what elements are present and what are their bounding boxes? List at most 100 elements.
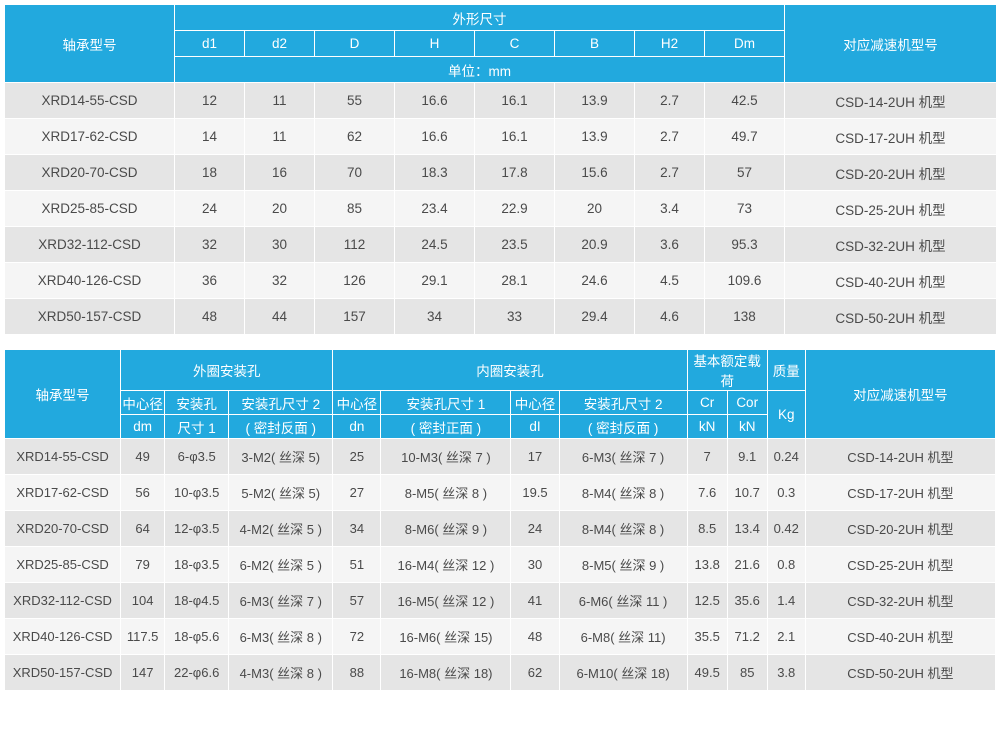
- cell: 6-M6( 丝深 11 ): [559, 583, 687, 619]
- cell: 0.24: [767, 439, 805, 475]
- cell: 8-M4( 丝深 8 ): [559, 511, 687, 547]
- table-row: XRD32-112-CSD10418-φ4.56-M3( 丝深 7 )5716-…: [5, 583, 996, 619]
- cell: 48: [511, 619, 559, 655]
- t1-h-model: 轴承型号: [5, 5, 175, 83]
- cell: 8-M5( 丝深 9 ): [559, 547, 687, 583]
- cell: 41: [511, 583, 559, 619]
- cell: XRD50-157-CSD: [5, 299, 175, 335]
- cell: 126: [315, 263, 395, 299]
- t2-col-kn1: kN: [687, 415, 727, 439]
- t2-col-kn2: kN: [727, 415, 767, 439]
- cell: 19.5: [511, 475, 559, 511]
- table-row: XRD20-70-CSD6412-φ3.54-M2( 丝深 5 )348-M6(…: [5, 511, 996, 547]
- cell: 8-M5( 丝深 8 ): [381, 475, 511, 511]
- cell: CSD-14-2UH 机型: [805, 439, 995, 475]
- cell: CSD-32-2UH 机型: [805, 583, 995, 619]
- cell: 2.7: [635, 119, 705, 155]
- cell: 18-φ4.5: [165, 583, 229, 619]
- cell: 20: [245, 191, 315, 227]
- cell: 25: [333, 439, 381, 475]
- cell: 6-M8( 丝深 11): [559, 619, 687, 655]
- table-row: XRD50-157-CSD4844157343329.44.6138CSD-50…: [5, 299, 997, 335]
- cell: 8.5: [687, 511, 727, 547]
- cell: 6-M3( 丝深 7 ): [559, 439, 687, 475]
- cell: 14: [175, 119, 245, 155]
- cell: 49: [121, 439, 165, 475]
- cell: 0.42: [767, 511, 805, 547]
- t2-col-s2b: ( 密封反面 ): [229, 415, 333, 439]
- cell: 10-φ3.5: [165, 475, 229, 511]
- t1-col-B: B: [555, 31, 635, 57]
- cell: 24.5: [395, 227, 475, 263]
- cell: 16.6: [395, 119, 475, 155]
- cell: 16.1: [475, 119, 555, 155]
- cell: 20.9: [555, 227, 635, 263]
- t2-col-cor: Cor: [727, 391, 767, 415]
- cell: 22-φ6.6: [165, 655, 229, 691]
- cell: 16.6: [395, 83, 475, 119]
- cell: 24: [511, 511, 559, 547]
- cell: 12.5: [687, 583, 727, 619]
- cell: 18-φ5.6: [165, 619, 229, 655]
- cell: CSD-40-2UH 机型: [805, 619, 995, 655]
- t2-col-i2a: 安装孔尺寸 2: [559, 391, 687, 415]
- cell: 16-M4( 丝深 12 ): [381, 547, 511, 583]
- cell: XRD17-62-CSD: [5, 119, 175, 155]
- cell: 12: [175, 83, 245, 119]
- cell: 157: [315, 299, 395, 335]
- cell: XRD20-70-CSD: [5, 511, 121, 547]
- cell: 34: [395, 299, 475, 335]
- cell: CSD-25-2UH 机型: [805, 547, 995, 583]
- cell: 49.5: [687, 655, 727, 691]
- cell: CSD-17-2UH 机型: [785, 119, 997, 155]
- table-row: XRD40-126-CSD117.518-φ5.66-M3( 丝深 8 )721…: [5, 619, 996, 655]
- cell: 18-φ3.5: [165, 547, 229, 583]
- t1-col-C: C: [475, 31, 555, 57]
- cell: 117.5: [121, 619, 165, 655]
- cell: 7.6: [687, 475, 727, 511]
- cell: XRD32-112-CSD: [5, 227, 175, 263]
- cell: 70: [315, 155, 395, 191]
- cell: 7: [687, 439, 727, 475]
- cell: 35.5: [687, 619, 727, 655]
- cell: 64: [121, 511, 165, 547]
- table-row: XRD50-157-CSD14722-φ6.64-M3( 丝深 8 )8816-…: [5, 655, 996, 691]
- cell: 0.3: [767, 475, 805, 511]
- cell: 8-M4( 丝深 8 ): [559, 475, 687, 511]
- spacer: [4, 335, 996, 349]
- table-row: XRD14-55-CSD496-φ3.53-M2( 丝深 5)2510-M3( …: [5, 439, 996, 475]
- table-row: XRD20-70-CSD18167018.317.815.62.757CSD-2…: [5, 155, 997, 191]
- cell: XRD40-126-CSD: [5, 619, 121, 655]
- t2-col-dI2: dI: [511, 415, 559, 439]
- cell: CSD-20-2UH 机型: [805, 511, 995, 547]
- cell: XRD25-85-CSD: [5, 191, 175, 227]
- cell: 2.1: [767, 619, 805, 655]
- t2-h-mass: 质量: [767, 350, 805, 391]
- cell: 29.1: [395, 263, 475, 299]
- t1-col-D: D: [315, 31, 395, 57]
- table-row: XRD14-55-CSD12115516.616.113.92.742.5CSD…: [5, 83, 997, 119]
- cell: CSD-32-2UH 机型: [785, 227, 997, 263]
- t1-col-H2: H2: [635, 31, 705, 57]
- t2-col-i1a: 安装孔尺寸 1: [381, 391, 511, 415]
- cell: CSD-50-2UH 机型: [805, 655, 995, 691]
- cell: XRD50-157-CSD: [5, 655, 121, 691]
- cell: 20: [555, 191, 635, 227]
- t1-unit: 单位：mm: [175, 57, 785, 83]
- cell: XRD14-55-CSD: [5, 83, 175, 119]
- cell: 27: [333, 475, 381, 511]
- cell: CSD-50-2UH 机型: [785, 299, 997, 335]
- cell: 10.7: [727, 475, 767, 511]
- t1-col-Dm: Dm: [705, 31, 785, 57]
- cell: 3.8: [767, 655, 805, 691]
- t2-col-kg: Kg: [767, 391, 805, 439]
- table-row: XRD40-126-CSD363212629.128.124.64.5109.6…: [5, 263, 997, 299]
- cell: 85: [727, 655, 767, 691]
- cell: 4-M2( 丝深 5 ): [229, 511, 333, 547]
- cell: 55: [315, 83, 395, 119]
- cell: 16-M5( 丝深 12 ): [381, 583, 511, 619]
- cell: 3.4: [635, 191, 705, 227]
- cell: 49.7: [705, 119, 785, 155]
- cell: 3-M2( 丝深 5): [229, 439, 333, 475]
- t1-h-match: 对应减速机型号: [785, 5, 997, 83]
